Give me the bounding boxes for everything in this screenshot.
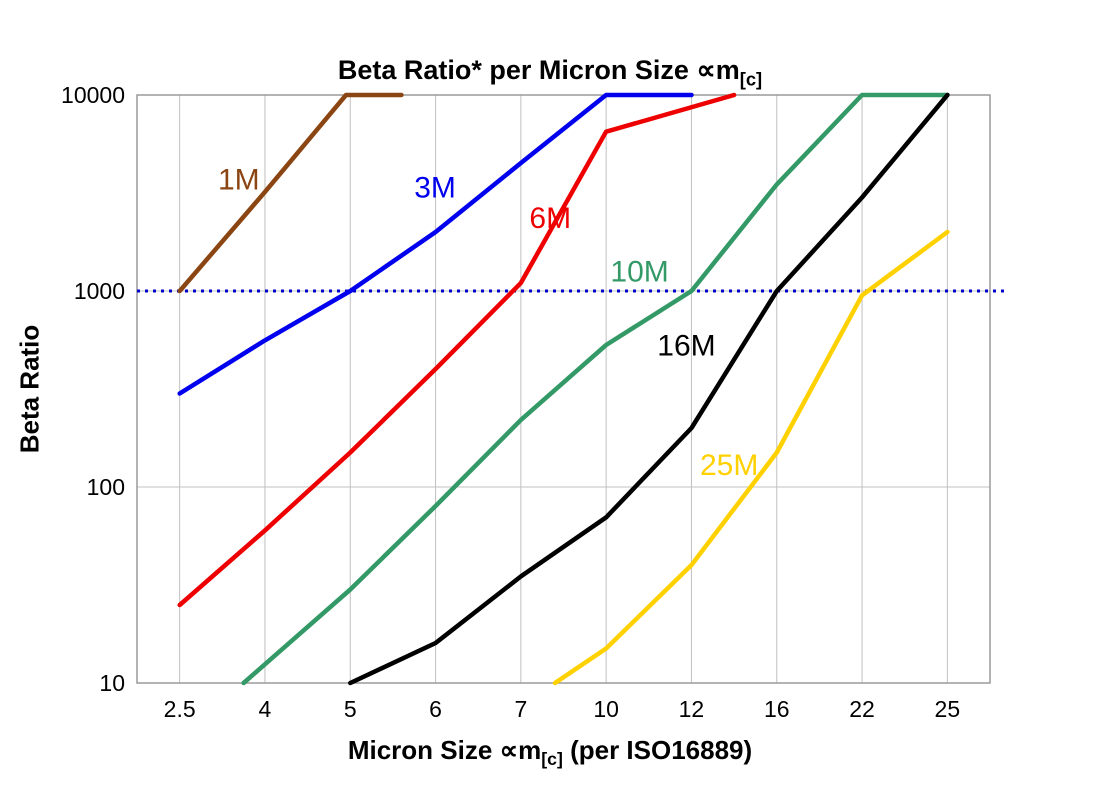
x-tick-label: 16 — [764, 696, 790, 722]
series-label-16M: 16M — [657, 329, 715, 362]
chart-title-text: Beta Ratio* per Micron Size ∝m — [337, 55, 740, 85]
x-tick-label: 4 — [259, 696, 272, 722]
x-tick-label: 2.5 — [164, 696, 196, 722]
series-label-25M: 25M — [700, 449, 758, 482]
x-tick-label: 5 — [344, 696, 357, 722]
x-tick-label: 12 — [679, 696, 705, 722]
series-line-3M — [177, 92, 694, 396]
series-line-1M — [177, 92, 404, 294]
y-tick-label: 1000 — [74, 278, 125, 304]
series-label-6M: 6M — [529, 202, 571, 235]
x-axis-label-text: Micron Size ∝m — [347, 735, 542, 765]
series-line-16M — [348, 92, 950, 686]
x-tick-label: 10 — [593, 696, 619, 722]
series-line-25M — [552, 229, 950, 686]
series-line-10M — [241, 92, 950, 686]
y-tick-label: 100 — [87, 474, 125, 500]
x-tick-label: 25 — [935, 696, 961, 722]
y-tick-label: 10 — [99, 670, 125, 696]
series-line-6M — [177, 92, 737, 608]
x-tick-label: 22 — [849, 696, 875, 722]
y-tick-label: 10000 — [61, 82, 125, 108]
x-axis-label: Micron Size ∝m[c] (per ISO16889) — [70, 735, 1030, 770]
x-axis-label-subscript: [c] — [541, 749, 563, 770]
series-label-3M: 3M — [414, 172, 456, 205]
series-label-1M: 1M — [218, 163, 260, 196]
x-axis-label-suffix: (per ISO16889) — [562, 735, 753, 765]
plot-frame — [136, 94, 991, 684]
x-tick-label: 6 — [429, 696, 442, 722]
series-label-10M: 10M — [610, 255, 668, 288]
chart-title: Beta Ratio* per Micron Size ∝m[c] — [70, 55, 1030, 90]
chart-title-subscript: [c] — [739, 68, 763, 90]
x-tick-label: 7 — [514, 696, 527, 722]
